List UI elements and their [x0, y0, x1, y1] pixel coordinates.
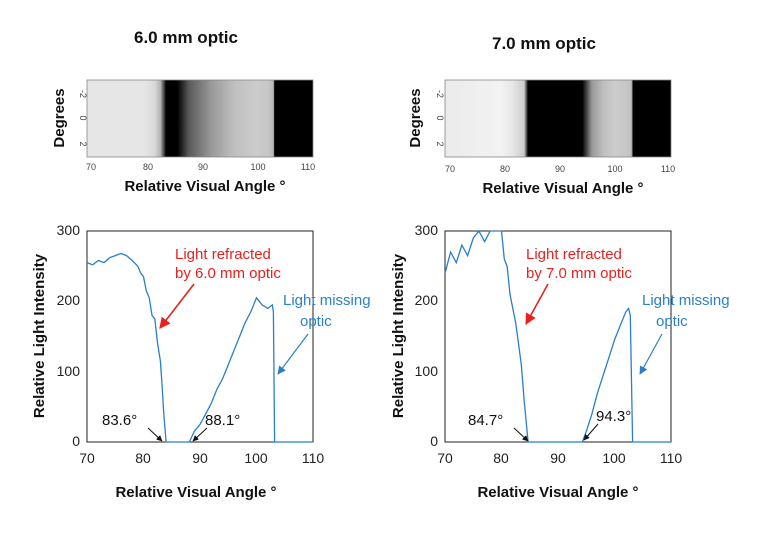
plot-right-frame [444, 230, 672, 443]
heatmap-left-xlabel: Relative Visual Angle ° [124, 178, 285, 195]
annotation-missing-right-line1: Light missing [642, 292, 730, 309]
xtick-left: 100 [244, 450, 268, 466]
heatmap-left-ytick: 0 [78, 115, 88, 120]
ylabel-right: Relative Light Intensity [390, 253, 407, 418]
arrow-cutoff-right-2 [583, 423, 599, 441]
plot-left-frame [86, 230, 314, 443]
xtick-right: 70 [437, 450, 453, 466]
heatmap-left-xtick: 80 [143, 162, 153, 172]
line-chart-right: 0 100 200 300 70 80 90 100 110 Relative … [390, 222, 730, 501]
xlabel-left: Relative Visual Angle ° [115, 484, 276, 501]
annotation-missing-left-line1: Light missing [283, 292, 371, 309]
arrow-refracted-left [159, 283, 195, 329]
arrow-missing-left [277, 333, 309, 375]
heatmap-right-xtick: 80 [500, 164, 510, 174]
ytick-left: 0 [72, 433, 80, 449]
ytick-left: 300 [57, 222, 81, 238]
annotation-cutoff-left-1: 83.6° [102, 412, 137, 429]
line-chart-left: 0 100 200 300 70 80 90 100 110 Relative … [31, 222, 371, 501]
heatmap-left-image [87, 80, 313, 157]
heatmap-right: -2 0 2 70 80 90 100 110 Degrees Relative… [407, 79, 675, 197]
xtick-left: 80 [135, 450, 151, 466]
heatmap-left-xtick: 70 [86, 162, 96, 172]
annotation-missing-left-line2: optic [300, 313, 332, 330]
xtick-left: 110 [302, 450, 325, 466]
xtick-left: 90 [192, 450, 208, 466]
panel-title-right: 7.0 mm optic [492, 34, 596, 53]
xtick-right: 80 [493, 450, 509, 466]
heatmap-right-xtick: 90 [555, 164, 565, 174]
panel-title-left: 6.0 mm optic [134, 28, 238, 47]
annotation-cutoff-right-1: 84.7° [468, 412, 503, 429]
ytick-left: 200 [57, 292, 81, 308]
heatmap-left-frame [86, 79, 314, 158]
ytick-right: 200 [415, 292, 439, 308]
heatmap-left-xtick: 90 [198, 162, 208, 172]
heatmap-right-frame [444, 79, 672, 158]
ytick-left: 100 [57, 363, 81, 379]
ytick-right: 100 [415, 363, 439, 379]
heatmap-right-ytick: 2 [435, 141, 445, 146]
heatmap-left-xtick: 110 [301, 162, 315, 172]
heatmap-right-image [445, 80, 671, 157]
series-line-left [86, 252, 313, 443]
heatmap-left-ytick: 2 [78, 141, 88, 146]
annotation-refracted-left-line2: by 6.0 mm optic [175, 265, 281, 282]
annotation-cutoff-right-2: 94.3° [596, 408, 631, 425]
series-line-right [444, 229, 671, 443]
heatmap-left-ylabel: Degrees [51, 88, 68, 147]
ytick-right: 0 [430, 433, 438, 449]
xtick-right: 110 [660, 450, 683, 466]
xtick-right: 100 [602, 450, 626, 466]
heatmap-left-xtick: 100 [250, 162, 265, 172]
arrow-cutoff-right-1 [513, 427, 529, 442]
annotation-refracted-right-line1: Light refracted [526, 246, 622, 263]
xtick-left: 70 [79, 450, 95, 466]
arrow-cutoff-left-1 [147, 427, 163, 442]
heatmap-right-xtick: 70 [445, 164, 455, 174]
annotation-cutoff-left-2: 88.1° [205, 412, 240, 429]
ylabel-left: Relative Light Intensity [31, 253, 48, 418]
heatmap-right-xtick: 100 [607, 164, 622, 174]
heatmap-right-ytick: 0 [435, 115, 445, 120]
xtick-right: 90 [550, 450, 566, 466]
heatmap-right-ylabel: Degrees [407, 88, 424, 147]
arrow-cutoff-left-2 [192, 427, 208, 442]
xlabel-right: Relative Visual Angle ° [477, 484, 638, 501]
annotation-refracted-right-line2: by 7.0 mm optic [526, 265, 632, 282]
heatmap-right-ytick: -2 [435, 90, 445, 98]
heatmap-left-ytick: -2 [78, 90, 88, 98]
heatmap-left: -2 0 2 70 80 90 100 110 Degrees Relative… [51, 79, 315, 195]
arrow-refracted-right [525, 283, 549, 325]
annotation-refracted-left-line1: Light refracted [175, 246, 271, 263]
heatmap-right-xtick: 110 [661, 164, 675, 174]
arrow-missing-right [639, 333, 663, 375]
heatmap-right-xlabel: Relative Visual Angle ° [482, 180, 643, 197]
annotation-missing-right-line2: optic [656, 313, 688, 330]
ytick-right: 300 [415, 222, 439, 238]
